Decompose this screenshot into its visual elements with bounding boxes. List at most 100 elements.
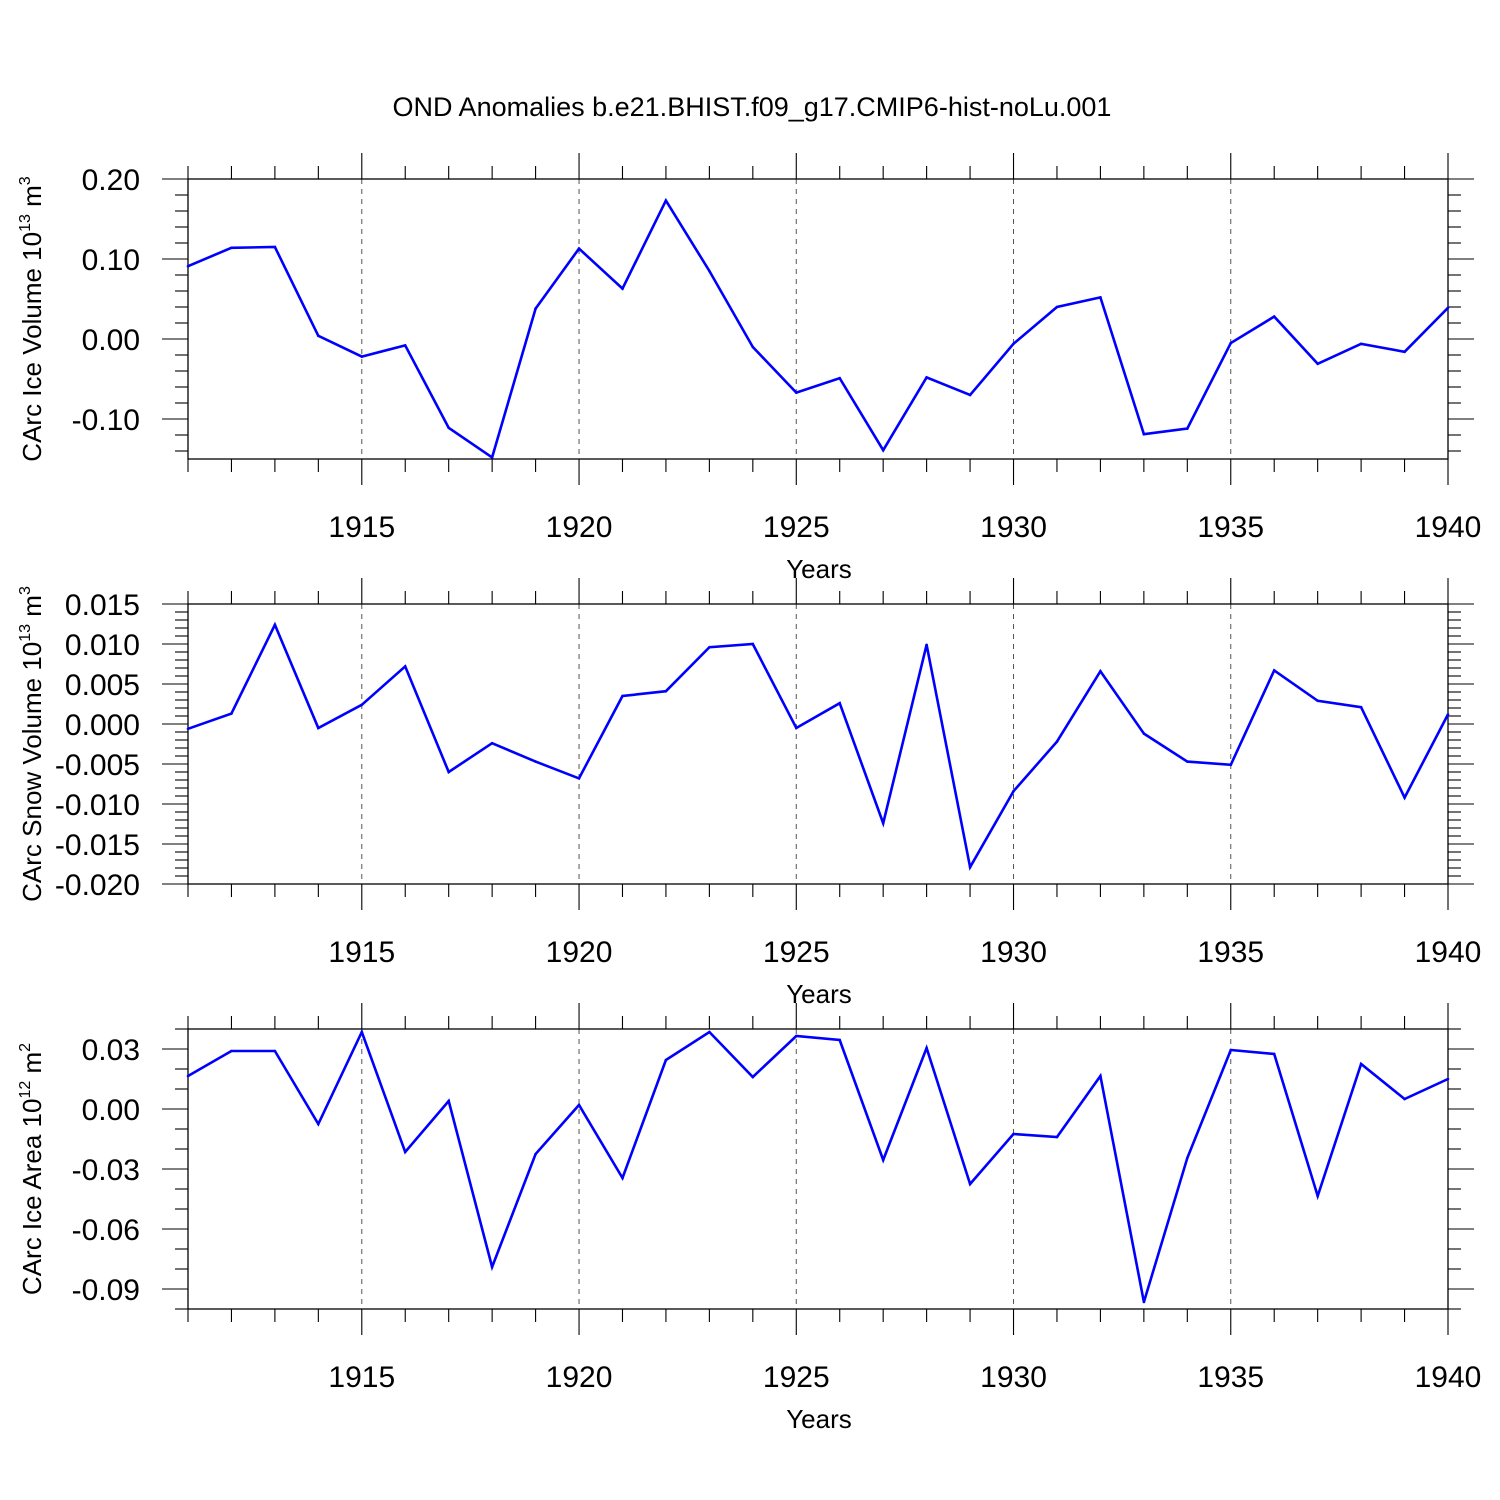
series-line [187,197,1449,460]
data-point [795,1034,798,1038]
y-tick-label: -0.015 [55,829,140,862]
y-axis-title-text: CArc Snow Volume 10 [17,642,47,902]
data-point [1359,1062,1363,1066]
y-axis-title-unit-exponent: 3 [17,176,34,185]
data-point [1272,1052,1276,1056]
x-tick-label: 1925 [763,1361,830,1394]
data-point [1186,427,1189,430]
data-point [360,1030,364,1034]
y-tick-label: 0.20 [82,164,140,197]
data-point [708,1030,711,1034]
data-point [1446,713,1450,716]
data-point [360,703,364,707]
data-point [1229,763,1233,767]
data-point [968,865,972,869]
data-point [751,642,755,646]
data-point [1316,1194,1319,1198]
data-point [881,821,885,825]
data-point [490,456,494,459]
y-axis-title-unit: m [17,1052,47,1081]
data-point [273,623,277,627]
y-axis-title: CArc Ice Volume 1013 m3 [17,176,47,461]
data-point [751,345,755,349]
data-point [1272,669,1276,672]
y-tick-label: 0.010 [65,629,140,662]
data-point [795,391,798,394]
data-point [317,726,320,730]
data-point [1099,296,1102,299]
y-axis-title-unit: m [17,595,47,624]
x-axis-title: Years [786,979,852,1009]
data-point [1142,432,1146,436]
y-tick-label: 0.00 [82,324,140,357]
data-point [621,287,624,290]
data-point [708,645,711,649]
data-point [1186,760,1189,763]
data-point [186,264,190,268]
chart-panel-2: -0.020 -0.015 -0.010 -0.005 0.000 0.005 0.010 0… [17,578,1481,1009]
data-point [664,1058,668,1062]
x-tick-label: 1935 [1197,936,1264,969]
y-tick-label: -0.020 [55,869,140,902]
data-point [1012,342,1015,346]
data-point [664,199,668,202]
y-tick-label: 0.00 [82,1094,140,1127]
data-point [186,1074,190,1078]
y-tick-label: 0.10 [82,244,140,277]
data-point [751,1075,755,1079]
data-point [230,712,233,715]
data-point [490,741,494,745]
data-point [447,426,451,430]
y-axis-title-text: CArc Ice Volume 10 [17,232,47,462]
data-point [1272,315,1276,318]
data-point [968,1182,972,1186]
y-axis-title-exponent: 12 [17,1081,34,1099]
data-point [621,1176,624,1180]
data-point [1359,705,1363,709]
data-point [1099,669,1102,673]
page-title: OND Anomalies b.e21.BHIST.f09_g17.CMIP6-… [393,92,1112,122]
data-point [317,1122,320,1126]
data-point [403,344,407,347]
data-point [881,448,885,452]
x-tick-label: 1940 [1415,511,1482,544]
data-point [403,665,407,668]
data-point [1403,350,1406,354]
data-point [838,701,841,705]
data-point [664,689,668,693]
x-tick-label: 1925 [763,511,830,544]
data-point [273,245,277,249]
data-point [1229,1048,1233,1052]
data-point [881,1158,885,1162]
y-tick-label: 0.03 [82,1034,140,1067]
data-point [534,760,537,763]
data-point [1012,789,1015,793]
data-point [1229,341,1233,345]
data-point [1359,342,1363,346]
data-point [968,393,972,397]
x-tick-label: 1925 [763,936,830,969]
y-tick-label: 0.000 [65,709,140,742]
data-point [186,727,190,731]
y-tick-label: -0.010 [55,789,140,822]
y-tick-label: -0.06 [72,1214,140,1247]
x-tick-label: 1915 [328,936,395,969]
x-axis-title: Years [786,1404,852,1434]
data-point [838,376,841,380]
data-point [925,1046,928,1050]
y-axis-title-exponent: 13 [17,214,34,232]
plot-frame [187,603,1449,885]
y-tick-label: -0.005 [55,749,140,782]
data-point [360,355,364,358]
chart-panel-3: -0.09 -0.06 -0.03 0.00 0.03 1915 1920 1925 1930 1… [17,1003,1481,1434]
data-point [490,1265,494,1269]
data-point [577,247,581,250]
data-point [317,334,320,338]
y-axis-title: CArc Ice Area 1012 m2 [17,1043,47,1295]
data-point [621,694,624,698]
data-point [1142,732,1146,735]
x-tick-label: 1915 [328,1361,395,1394]
x-tick-label: 1940 [1415,1361,1482,1394]
plot-frame [187,178,1449,460]
